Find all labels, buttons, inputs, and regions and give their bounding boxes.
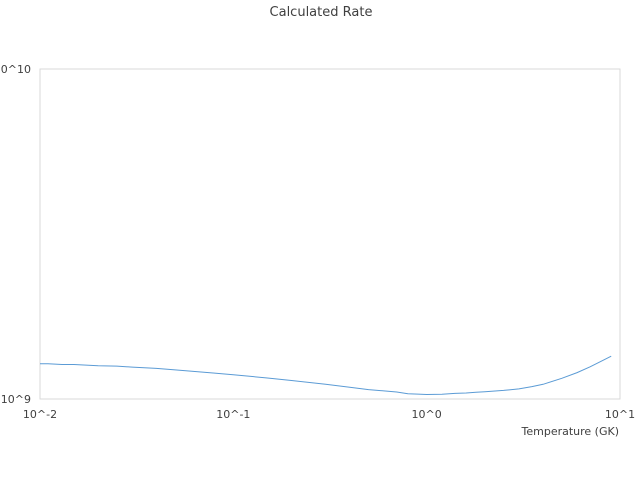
x-tick-label: 10^1 [605,408,635,421]
x-tick-label: 10^-1 [216,408,250,421]
x-axis: 10^-2 10^-1 10^0 10^1 [23,408,635,421]
plot-area [39,68,621,400]
y-axis: 10^9 10^10 [0,63,31,406]
x-tick-label: 10^0 [412,408,442,421]
chart-title: Calculated Rate [270,5,373,20]
y-tick-label: 10^9 [1,393,31,406]
x-axis-label: Temperature (GK) [521,425,620,438]
rate-series-line [40,355,612,396]
y-tick-label: 10^10 [0,63,31,76]
x-tick-label: 10^-2 [23,408,57,421]
